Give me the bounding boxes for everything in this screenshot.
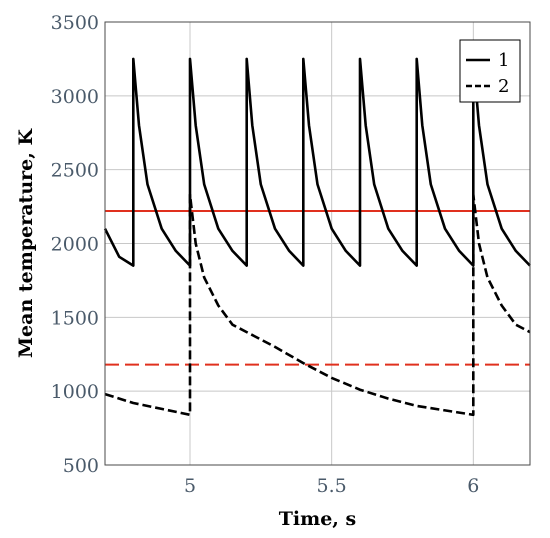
legend: 12 [459, 39, 521, 103]
y-tick-label: 1000 [51, 381, 99, 403]
y-tick-labels: 500 1000 1500 2000 2500 3000 3500 [51, 12, 99, 477]
x-tick-label: 5.5 [317, 475, 347, 497]
x-axis-label: Time, s [279, 508, 356, 530]
y-tick-label: 1500 [51, 307, 99, 329]
y-tick-label: 3500 [51, 12, 99, 34]
x-tick-label: 6 [467, 475, 479, 497]
y-axis-label: Mean temperature, K [15, 128, 37, 358]
x-tick-labels: 5 5.5 6 [184, 475, 479, 497]
series-line-2 [104, 193, 531, 417]
legend-label: 1 [498, 50, 509, 71]
plot-frame [104, 21, 531, 466]
y-tick-label: 2000 [51, 234, 99, 256]
series [103, 57, 531, 417]
legend-box [459, 39, 521, 103]
y-tick-label: 2500 [51, 160, 99, 182]
legend-label: 2 [498, 76, 509, 97]
y-tick-label: 3000 [51, 86, 99, 108]
series-line-1 [103, 57, 531, 267]
reference-lines [105, 210, 530, 366]
x-tick-label: 5 [184, 475, 196, 497]
y-tick-label: 500 [63, 455, 99, 477]
